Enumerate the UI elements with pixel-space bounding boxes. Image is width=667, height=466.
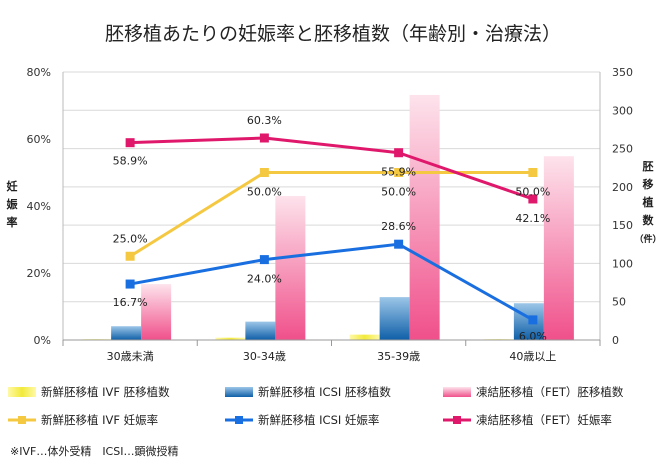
legend-swatch (225, 387, 253, 397)
legend-label: 新鮮胚移植 IVF 妊娠率 (41, 413, 158, 427)
bar-3 (543, 156, 574, 340)
line-marker-1 (394, 168, 404, 177)
right-tick-label: 350 (612, 66, 633, 79)
right-tick-label: 250 (612, 143, 633, 156)
data-label: 50.0% (515, 186, 550, 199)
legend-label: 凍結胚移植（FET）妊娠率 (476, 413, 612, 427)
data-label: 58.9% (113, 155, 148, 168)
legend-marker (453, 416, 461, 424)
right-tick-label: 100 (612, 257, 633, 270)
legend-label: 新鮮胚移植 IVF 胚移植数 (41, 385, 170, 399)
line-series-1 (129, 171, 533, 258)
data-label: 50.0% (381, 186, 416, 199)
right-tick-label: 150 (612, 219, 633, 232)
line-marker-3 (394, 148, 404, 158)
data-label: 6.0% (519, 330, 547, 343)
category-label: 30-34歳 (243, 350, 286, 363)
category-label: 40歳以上 (509, 350, 556, 363)
line-marker-3 (528, 194, 538, 204)
line-marker-2 (259, 255, 269, 265)
bar-1 (215, 337, 246, 340)
legend-label: 新鮮胚移植 ICSI 胚移植数 (258, 385, 391, 399)
chart-title: 胚移植あたりの妊娠率と胚移植数（年齢別・治療法） (105, 23, 561, 45)
line-series-3 (130, 136, 534, 201)
legend-marker (235, 416, 243, 424)
bar-2 (245, 321, 276, 340)
legend-label: 新鮮胚移植 ICSI 妊娠率 (258, 413, 379, 427)
left-tick-label: 40% (27, 200, 51, 213)
data-label: 60.3% (247, 114, 282, 127)
line-marker-1 (125, 251, 135, 261)
legend-label: 凍結胚移植（FET）胚移植数 (476, 385, 624, 399)
data-label: 16.7% (113, 296, 148, 309)
data-label: 28.6% (381, 220, 416, 233)
right-tick-label: 50 (612, 296, 626, 309)
bar-3 (409, 94, 440, 340)
category-label: 30歳未満 (107, 350, 154, 363)
bar-3 (275, 196, 306, 340)
left-axis-title: 妊娠率 (6, 179, 19, 229)
data-label: 25.0% (113, 232, 148, 245)
legend-marker (18, 416, 26, 424)
left-tick-label: 20% (27, 267, 51, 280)
legend-swatch (443, 387, 471, 397)
left-tick-label: 60% (27, 133, 51, 146)
line-series-2 (129, 242, 534, 322)
right-axis-title: 胚移植数（件） (634, 160, 661, 245)
bar-3 (141, 284, 172, 340)
data-label: 55.9% (381, 166, 416, 179)
line-marker-1 (528, 168, 538, 177)
line-marker-3 (259, 133, 269, 143)
bar-2 (111, 326, 142, 340)
line-marker-2 (125, 279, 135, 289)
left-tick-label: 0% (34, 334, 51, 347)
footnote: ※IVF…体外受精 ICSI…顕微授精 (10, 444, 178, 458)
bar-1 (349, 334, 380, 340)
right-tick-label: 0 (612, 334, 619, 347)
right-tick-label: 300 (612, 104, 633, 117)
category-label: 35-39歳 (377, 350, 420, 363)
data-label: 24.0% (247, 273, 282, 286)
legend-swatch (8, 387, 36, 397)
right-tick-label: 200 (612, 181, 633, 194)
line-marker-2 (528, 315, 538, 325)
data-label: 50.0% (247, 186, 282, 199)
line-marker-3 (125, 138, 135, 148)
line-marker-2 (394, 239, 404, 249)
data-label: 42.1% (515, 212, 550, 225)
left-tick-label: 80% (27, 66, 51, 79)
bar-2 (379, 297, 410, 340)
line-marker-1 (259, 168, 269, 177)
